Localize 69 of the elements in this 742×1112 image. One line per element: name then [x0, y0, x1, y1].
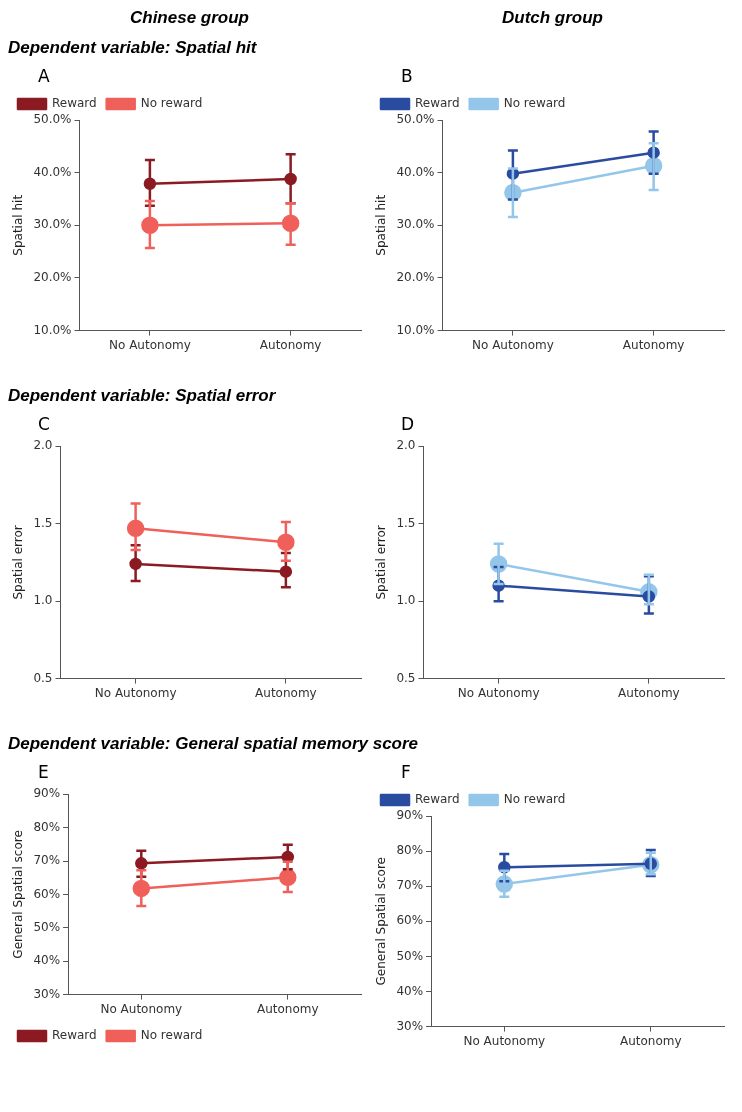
x-tick-label: No Autonomy [457, 685, 540, 700]
y-tick-label: 20.0% [33, 270, 72, 285]
y-tick-label: 70% [33, 853, 61, 868]
text: Dutch group [500, 8, 604, 28]
y-tick-label: 30.0% [33, 217, 72, 232]
x-tick-label: No Autonomy [109, 337, 191, 352]
y-tick-label: 2.0 [396, 438, 416, 453]
y-axis-title: Spatial error [11, 525, 26, 600]
x-tick-label: No Autonomy [472, 337, 554, 352]
x-tick-label: Autonomy [259, 337, 322, 352]
y-tick-label: 30.0% [396, 217, 435, 232]
legend-label: No reward [140, 1028, 203, 1043]
x-tick-label: Autonomy [255, 685, 317, 700]
y-tick-label: 0.5 [33, 670, 53, 685]
y-tick-label: 50.0% [396, 112, 435, 127]
chart-title: D [400, 414, 416, 436]
chart-subtitle: Dependent variable: Spatial error [8, 386, 277, 407]
y-tick-label: 40.0% [396, 164, 435, 179]
y-tick-label: 10.0% [33, 322, 72, 337]
x-tick-label: Autonomy [618, 685, 680, 700]
y-tick-label: 1.5 [396, 515, 416, 530]
chart-title: F [400, 762, 412, 784]
y-tick-label: 10.0% [396, 322, 435, 337]
legend-label: No reward [140, 96, 203, 111]
y-tick-label: 90% [396, 808, 424, 823]
chart-title: B [400, 66, 414, 88]
y-axis-title: General Spatial score [11, 830, 26, 959]
y-tick-label: 1.0 [396, 593, 416, 608]
y-tick-label: 1.5 [33, 515, 53, 530]
y-tick-label: 30% [33, 986, 61, 1001]
y-tick-label: 40% [33, 953, 61, 968]
legend-label: Reward [52, 96, 97, 111]
legend-label: Reward [52, 1028, 97, 1043]
x-tick-label: No Autonomy [100, 1001, 183, 1016]
y-tick-label: 70% [396, 878, 424, 893]
legend-label: No reward [503, 792, 566, 807]
y-tick-label: 80% [396, 843, 424, 858]
chart-subtitle: Dependent variable: Spatial hit [8, 38, 258, 59]
y-axis-title: Spatial hit [374, 194, 389, 256]
legend-label: No reward [503, 96, 566, 111]
y-axis-title: Spatial error [374, 525, 389, 600]
y-tick-label: 80% [33, 819, 61, 834]
chart-subtitle: Dependent variable: General spatial memory score [8, 734, 419, 755]
y-tick-label: 40.0% [33, 164, 72, 179]
y-tick-label: 90% [33, 786, 61, 801]
x-tick-label: Autonomy [619, 1033, 682, 1048]
y-tick-label: 60% [33, 886, 61, 901]
y-tick-label: 50% [33, 919, 61, 934]
chart-title: E [37, 762, 50, 784]
y-tick-label: 40% [396, 983, 424, 998]
y-tick-label: 50.0% [33, 112, 72, 127]
legend-label: Reward [415, 96, 460, 111]
y-tick-label: 60% [396, 913, 424, 928]
chart-title: C [37, 414, 51, 436]
y-tick-label: 50% [396, 948, 424, 963]
y-axis-title: Spatial hit [11, 194, 26, 256]
y-tick-label: 20.0% [396, 270, 435, 285]
legend-label: Reward [415, 792, 460, 807]
chart-title: A [37, 66, 51, 88]
x-tick-label: Autonomy [622, 337, 685, 352]
y-axis-title: General Spatial score [374, 857, 389, 986]
x-tick-label: Autonomy [256, 1001, 319, 1016]
y-tick-label: 2.0 [33, 438, 53, 453]
y-tick-label: 0.5 [396, 670, 416, 685]
x-tick-label: No Autonomy [94, 685, 177, 700]
x-tick-label: No Autonomy [463, 1033, 546, 1048]
text: Chinese group [129, 8, 250, 28]
y-tick-label: 30% [396, 1018, 424, 1033]
y-tick-label: 1.0 [33, 593, 53, 608]
